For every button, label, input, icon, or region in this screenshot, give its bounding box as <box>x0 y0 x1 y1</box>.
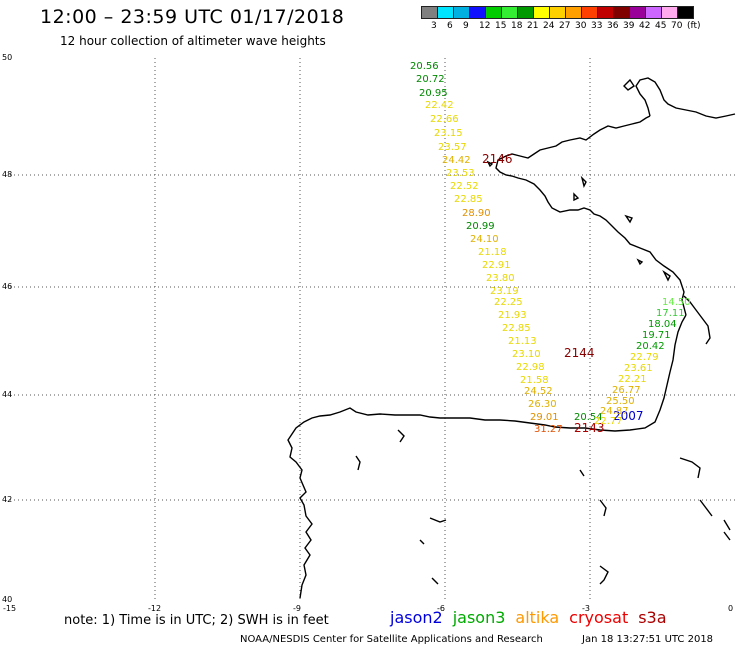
wave-height-label: 21.18 <box>478 247 507 258</box>
wave-height-label: 22.85 <box>502 323 531 334</box>
wave-height-label: 20.99 <box>466 221 495 232</box>
wave-height-label: 23.61 <box>624 363 653 374</box>
longitude-label: -12 <box>148 604 161 613</box>
latitude-label: 42 <box>2 495 12 504</box>
latitude-label: 48 <box>2 170 12 179</box>
wave-height-label: 26.30 <box>528 399 557 410</box>
wave-height-label: 25.50 <box>606 396 635 407</box>
pass-number-label: 2143 <box>574 421 605 435</box>
wave-height-label: 14.50 <box>662 297 691 308</box>
scale-label: 45 <box>655 21 667 31</box>
generation-timestamp: Jan 18 13:27:51 UTC 2018 <box>582 634 714 645</box>
wave-height-label: 22.42 <box>425 100 454 111</box>
wave-height-label: 23.53 <box>446 168 475 179</box>
color-scale-legend <box>421 6 694 19</box>
wave-height-label: 21.58 <box>520 375 549 386</box>
longitude-label: -15 <box>3 604 16 613</box>
wave-height-label: 22.85 <box>454 194 483 205</box>
scale-label: 15 <box>495 21 507 31</box>
wave-height-label: 18.04 <box>648 319 677 330</box>
wave-height-label: 23.19 <box>490 286 519 297</box>
latitude-label: 40 <box>2 595 12 604</box>
wave-height-label: 28.90 <box>462 208 491 219</box>
satellite-cryosat: cryosat <box>569 608 629 627</box>
wave-height-label: 24.10 <box>470 234 499 245</box>
wave-height-label: 19.71 <box>642 330 671 341</box>
wave-height-label: 20.95 <box>419 88 448 99</box>
latitude-label: 50 <box>2 53 12 62</box>
wave-height-label: 22.25 <box>494 297 523 308</box>
pass-number-label: 2146 <box>482 152 513 166</box>
wave-height-label: 23.57 <box>438 142 467 153</box>
longitude-label: -9 <box>293 604 301 613</box>
lat-lon-grid <box>10 58 735 602</box>
wave-height-label: 21.93 <box>498 310 527 321</box>
scale-label: 3 <box>431 21 437 31</box>
longitude-label: -6 <box>437 604 445 613</box>
wave-height-label: 20.54 <box>574 412 603 423</box>
wave-height-label: 22.77 <box>594 416 623 427</box>
scale-label: 18 <box>511 21 523 31</box>
scale-label: (ft) <box>687 21 701 31</box>
wave-height-label: 29.01 <box>530 412 559 423</box>
wave-height-label: 17.11 <box>656 308 685 319</box>
wave-height-label: 22.66 <box>430 114 459 125</box>
scale-label: 9 <box>463 21 469 31</box>
scale-swatch <box>677 6 694 19</box>
satellite-legend: jason2 jason3 altika cryosat s3a <box>390 608 677 627</box>
wave-height-label: 23.15 <box>434 128 463 139</box>
latitude-label: 44 <box>2 390 12 399</box>
color-scale-labels: 3 6 9 12 15 18 21 24 27 30 33 36 39 42 45 70 (ft) <box>421 21 740 35</box>
map-subtitle: 12 hour collection of altimeter wave hei… <box>60 34 326 48</box>
satellite-jason3: jason3 <box>452 608 506 627</box>
satellite-jason2: jason2 <box>390 608 443 627</box>
satellite-s3a: s3a <box>638 608 667 627</box>
scale-label: 70 <box>671 21 683 31</box>
scale-label: 21 <box>527 21 539 31</box>
units-note: note: 1) Time is in UTC; 2) SWH is in fe… <box>64 613 329 628</box>
wave-height-label: 22.91 <box>482 260 511 271</box>
wave-height-label: 22.79 <box>630 352 659 363</box>
wave-height-label: 23.80 <box>486 273 515 284</box>
scale-label: 42 <box>639 21 651 31</box>
wave-height-label: 26.77 <box>612 385 641 396</box>
satellite-altika: altika <box>515 608 560 627</box>
scale-label: 27 <box>559 21 571 31</box>
scale-label: 6 <box>447 21 453 31</box>
wave-height-label: 24.52 <box>524 386 553 397</box>
scale-label: 24 <box>543 21 555 31</box>
longitude-label: -3 <box>582 604 590 613</box>
pass-number-label: 2144 <box>564 346 595 360</box>
longitude-label: 0 <box>728 604 733 613</box>
wave-height-label: 23.10 <box>512 349 541 360</box>
wave-height-label: 31.27 <box>534 424 563 435</box>
scale-label: 39 <box>623 21 635 31</box>
map-title: 12:00 – 23:59 UTC 01/17/2018 <box>40 6 345 28</box>
latitude-label: 46 <box>2 282 12 291</box>
pass-number-label: 2007 <box>613 409 644 423</box>
wave-height-label: 21.13 <box>508 336 537 347</box>
wave-height-label: 22.21 <box>618 374 647 385</box>
wave-height-label: 22.52 <box>450 181 479 192</box>
coastline <box>287 77 736 599</box>
wave-height-label: 24.87 <box>600 406 629 417</box>
scale-label: 36 <box>607 21 619 31</box>
scale-label: 30 <box>575 21 587 31</box>
credit-text: NOAA/NESDIS Center for Satellite Applica… <box>240 634 543 645</box>
wave-height-label: 22.98 <box>516 362 545 373</box>
wave-height-label: 20.56 <box>410 61 439 72</box>
wave-height-label: 24.42 <box>442 155 471 166</box>
wave-height-label: 20.42 <box>636 341 665 352</box>
scale-label: 12 <box>479 21 491 31</box>
wave-height-label: 20.72 <box>416 74 445 85</box>
scale-label: 33 <box>591 21 603 31</box>
